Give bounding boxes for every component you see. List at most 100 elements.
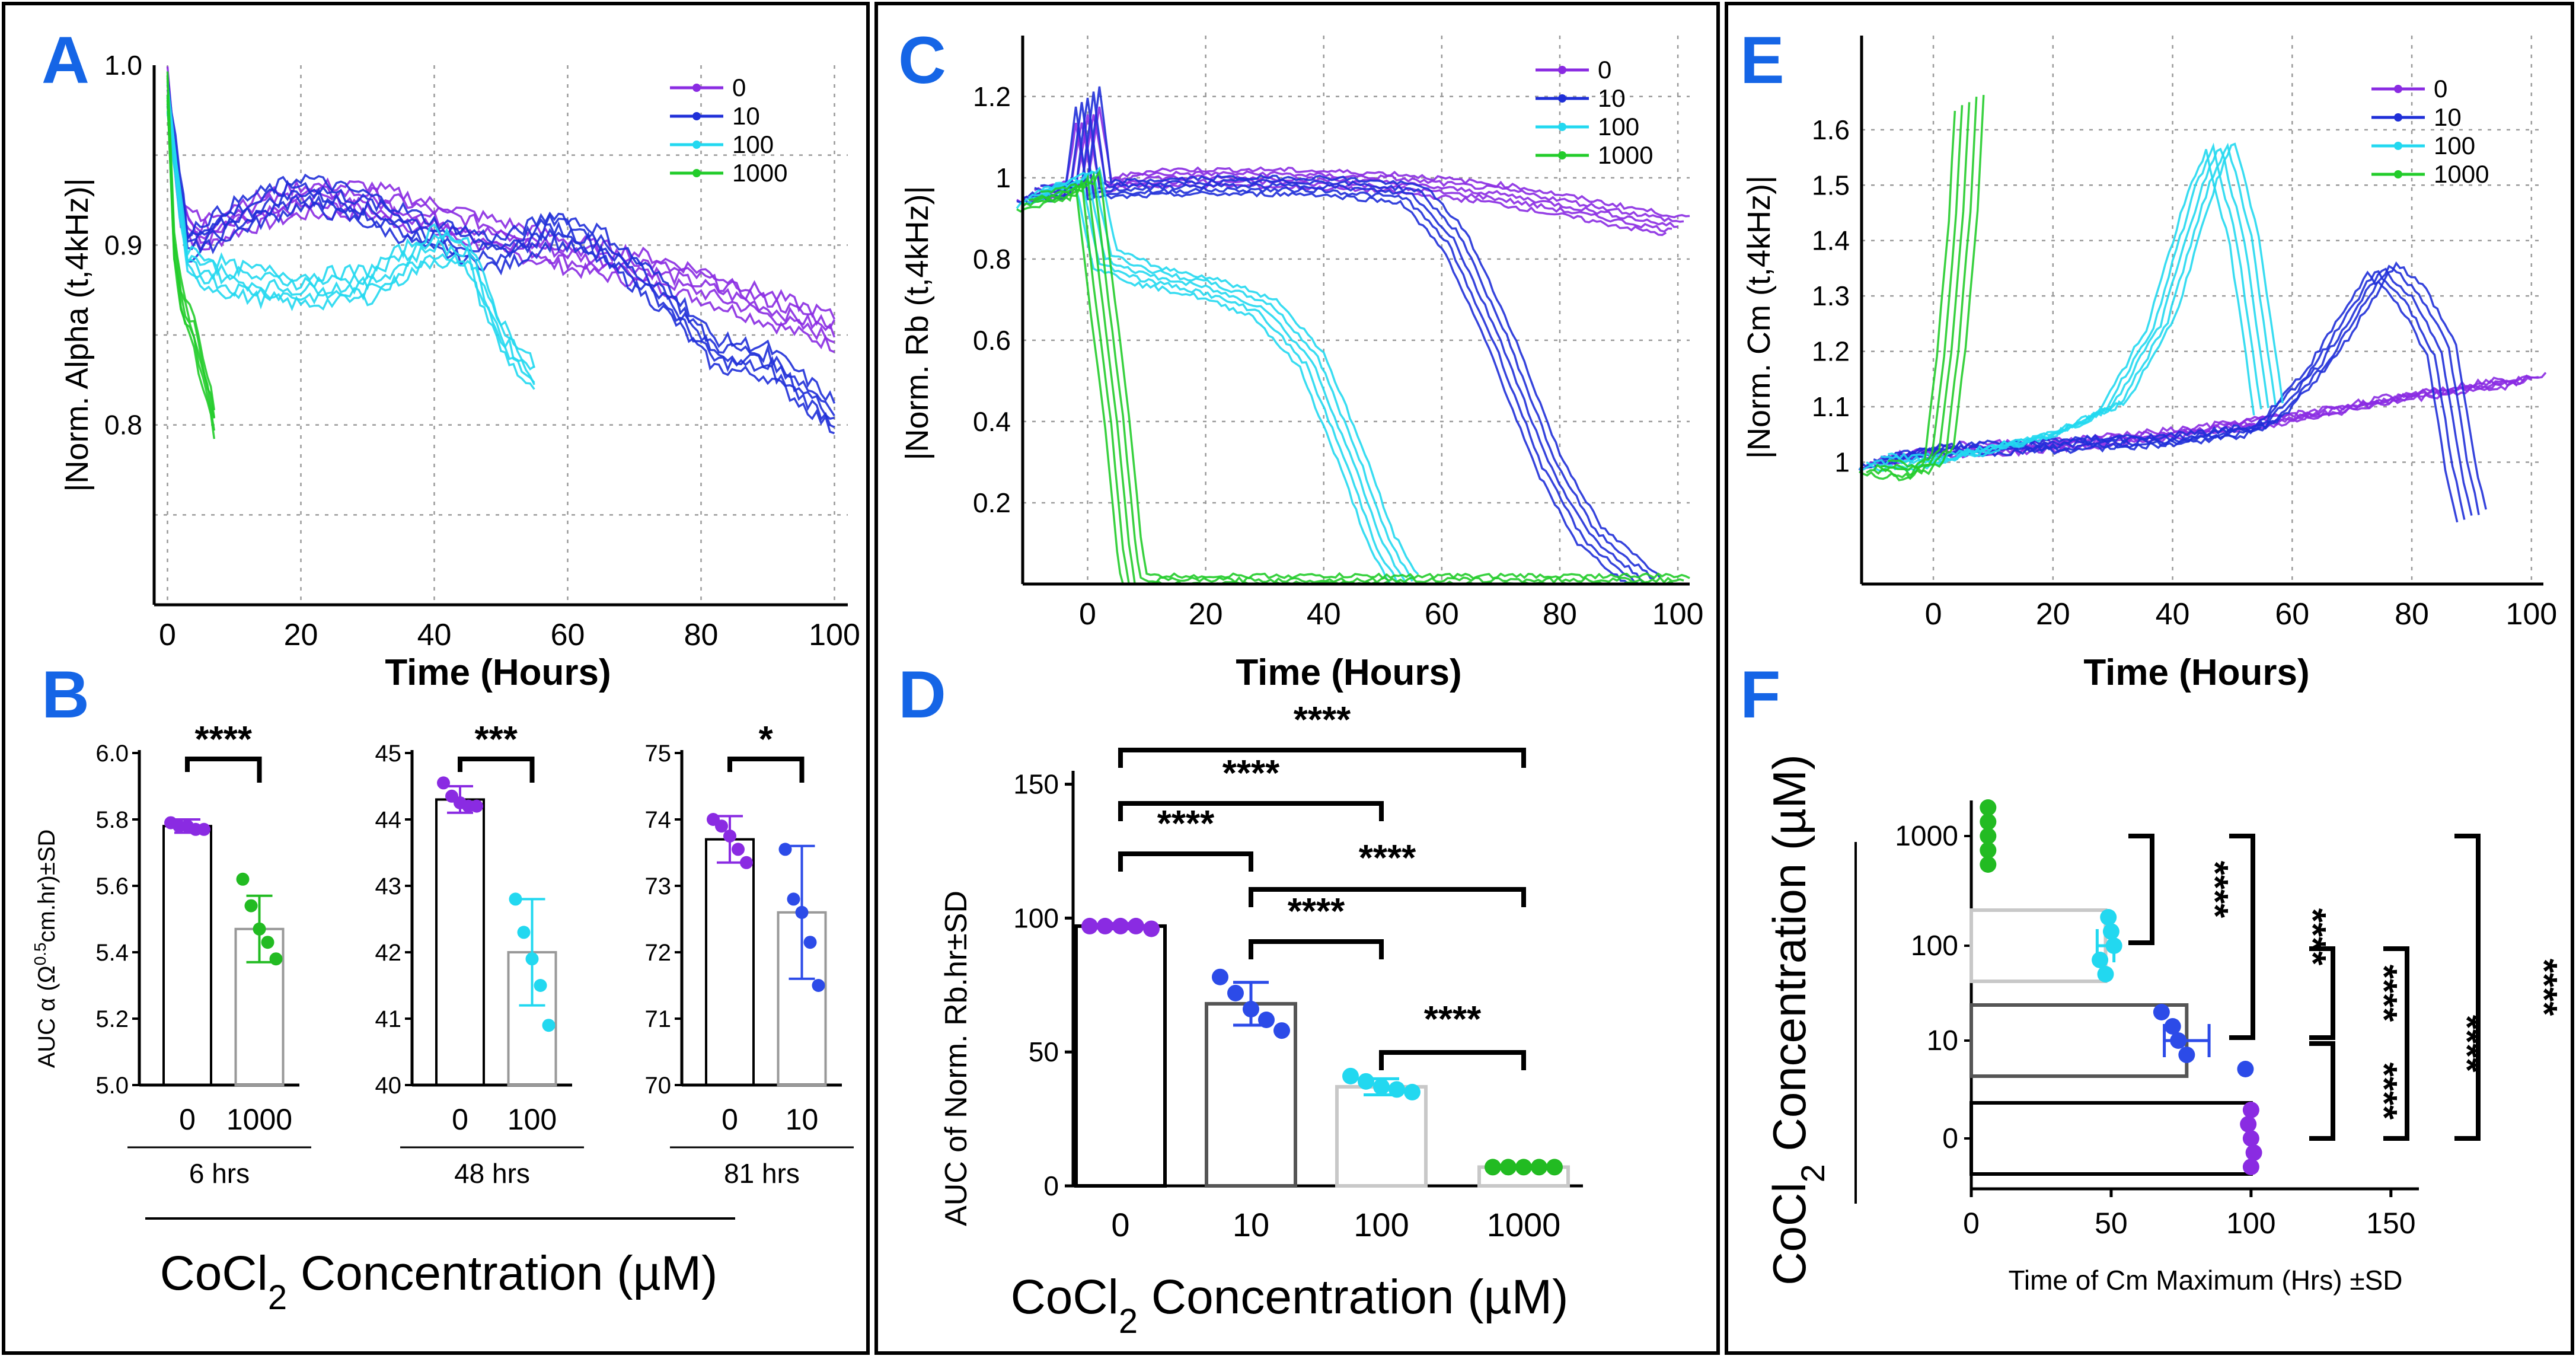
panel-label-a: A [42,23,90,97]
comparison-bracket [2454,834,2481,1141]
data-point [1143,920,1160,937]
series-1000-line [1016,183,1667,585]
data-point [1980,856,1997,873]
chart-e-xtick: 40 [2156,597,2190,631]
series-10-line [166,106,835,435]
legend-0-label: 0 [732,74,746,101]
chart-b-concentration-label: CoCl2 Concentration (µM) [160,1246,718,1317]
xtick-label: 100 [507,1103,557,1136]
data-point [525,952,539,966]
data-point [1081,917,1098,934]
series-1000-line [1040,168,1690,580]
ytick-label: 100 [1013,902,1059,933]
ytick-label: 5.8 [95,807,129,833]
series-100-line [166,110,535,384]
series-1000-line [1881,97,1978,476]
legend-10-marker [692,112,701,120]
ytick-label: 45 [375,741,402,767]
chart-a-xtick: 60 [551,618,585,652]
legend-1000-label: 1000 [1598,141,1653,169]
series-1000-line [166,75,216,411]
ytick-label: 1000 [1895,821,1958,852]
panel-label-e: E [1740,23,1785,97]
series-1000-line [1028,173,1678,585]
series-0-line [1028,114,1678,228]
bar-0 [162,825,212,1086]
series-100-line [1027,173,1407,585]
series-100-line [166,100,535,371]
xtick-label: 10 [1233,1206,1269,1243]
chart-c-ytick: 1.2 [973,81,1011,112]
series-10-line [1040,86,1661,579]
chart-a-xlabel: Time (Hours) [385,652,611,693]
legend-0-label: 0 [1598,56,1611,84]
series-0-line [1016,123,1667,237]
data-point [740,856,753,869]
significance-stars: **** [194,719,252,760]
chart-a-xtick: 100 [809,618,860,652]
data-point [1112,917,1129,934]
significance-bracket [185,757,262,783]
xtick-label: 0 [722,1103,738,1136]
data-point [269,952,283,966]
chart-e-xtick: 80 [2395,597,2429,631]
series-10-line [1027,97,1649,585]
xtick-label: 0 [1111,1206,1129,1243]
bar-100 [1969,908,2108,983]
comparison-bracket [1379,1050,1526,1070]
ytick-label: 0 [1942,1123,1958,1154]
bar-0 [705,838,755,1086]
chart-c-xtick: 0 [1079,597,1096,631]
data-point [2242,1130,2259,1147]
series-10-line [1022,102,1643,585]
series-10-line [166,84,835,417]
series-100-line [1039,166,1419,575]
comparison-bracket [2309,1041,2335,1141]
ytick-label: 73 [645,873,672,899]
xtick-label: 0 [452,1103,468,1136]
data-point [2178,1047,2195,1063]
series-1000-line [166,71,216,418]
series-100-line [166,82,535,368]
legend-10-label: 10 [2434,103,2462,131]
chart-c-xtick: 60 [1425,597,1459,631]
data-point [470,799,483,813]
data-point [1388,1081,1405,1098]
ytick-label: 74 [645,807,672,833]
panel-label-d: D [898,658,946,732]
chart-c-ytick: 0.8 [973,244,1011,275]
series-0-line [166,81,836,330]
legend-1000-label: 1000 [2434,160,2489,188]
data-point [1227,984,1244,1001]
data-point [803,936,817,949]
chart-c-xtick: 100 [1652,597,1704,631]
legend-0-marker [2394,85,2402,93]
comparison-stars: **** [2194,861,2235,918]
data-point [1980,799,1997,816]
chart-a-xtick: 20 [284,618,318,652]
data-point [1485,1159,1501,1176]
chart-e-xtick: 60 [2275,597,2309,631]
xtick-label: 1000 [1487,1206,1561,1243]
significance-stars: *** [475,719,518,760]
chart-c-xtick: 40 [1307,597,1341,631]
data-point [2097,966,2114,982]
series-1000-line [1888,95,1985,469]
chart-a-xtick: 40 [417,618,452,652]
data-point [509,892,522,906]
chart-c-xlabel: Time (Hours) [1236,652,1461,693]
data-point [1128,917,1144,934]
xtick-label: 0 [1963,1207,1980,1240]
series-100-line [1022,179,1402,585]
legend-100-label: 100 [732,130,774,158]
data-point [2170,1032,2187,1049]
data-point [534,979,547,992]
chart-f: 0 50 100 1501000100100*********************… [1763,754,2564,1296]
legend-100-marker [2394,142,2402,150]
data-point [723,830,736,843]
comparison-stars: **** [2523,959,2564,1016]
data-point [715,819,728,833]
data-point [1358,1073,1374,1090]
